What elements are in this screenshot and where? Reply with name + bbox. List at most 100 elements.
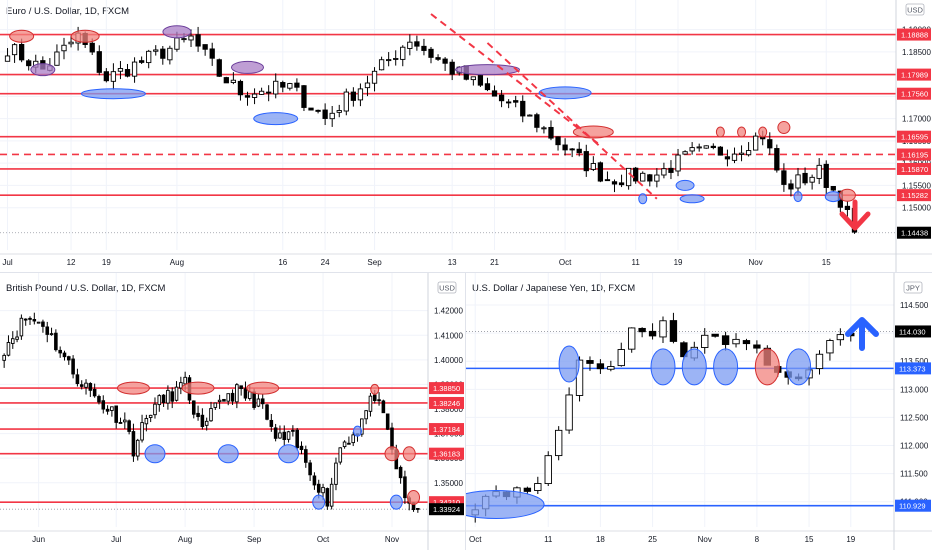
level-price-text: 1.36183 <box>433 450 460 459</box>
candle-body <box>534 483 542 491</box>
annotation-oval <box>162 25 192 39</box>
level-price-label <box>895 499 931 512</box>
x-tick-label: 19 <box>102 258 111 267</box>
candle-body <box>484 83 491 91</box>
candle-body <box>338 447 343 463</box>
x-tick-label: Aug <box>170 258 184 267</box>
candle-body <box>67 356 71 361</box>
candle-body <box>127 420 131 432</box>
candle-body <box>124 69 131 77</box>
candle-body <box>554 429 563 457</box>
eurusd-chart[interactable]: Euro / U.S. Dollar, 1D, FXCM USD 1.15000 1… <box>0 0 932 272</box>
x-tick-label: 25 <box>648 535 657 544</box>
level-price-label <box>897 87 931 100</box>
candle-body <box>239 385 243 389</box>
candle-body <box>294 82 300 88</box>
x-tick-label: Nov <box>385 535 399 544</box>
candle-body <box>146 50 152 64</box>
x-tick-label: 15 <box>805 535 814 544</box>
candle-body <box>416 507 420 510</box>
candle-body <box>647 174 653 182</box>
candle-body <box>167 47 173 61</box>
annotation-oval <box>572 125 614 139</box>
x-tick-label: 19 <box>674 258 683 267</box>
candle-body <box>738 152 745 155</box>
candle-body <box>286 431 291 440</box>
usdjpy-plot: JPY111.000111.500112.000112.500113.00011… <box>466 273 932 550</box>
candle-body <box>541 127 547 130</box>
candle-body <box>299 445 304 451</box>
level-price-text: 1.38246 <box>433 399 460 408</box>
candle-body <box>491 90 498 97</box>
gbpusd-chart[interactable]: British Pound / U.S. Dollar, 1D, FXCM US… <box>0 273 465 550</box>
level-price-text: 1.17989 <box>901 71 928 80</box>
level-price-label <box>897 148 931 161</box>
x-tick-label: 18 <box>596 535 605 544</box>
candle-body <box>256 398 261 407</box>
candle-body <box>802 172 808 184</box>
candle-body <box>386 59 392 62</box>
candle-body <box>815 353 824 370</box>
candle-body <box>836 334 845 341</box>
candle-body <box>280 82 286 88</box>
candle-body <box>301 85 307 108</box>
candle-body <box>350 91 357 101</box>
x-tick-label: 11 <box>544 535 553 544</box>
candle-body <box>668 167 674 173</box>
candle-body <box>527 114 533 117</box>
candle-body <box>181 38 187 41</box>
candle-body <box>407 41 413 49</box>
candle-body <box>105 408 110 412</box>
level-price-text: 1.15870 <box>901 165 928 174</box>
candle-body <box>84 382 88 388</box>
candle-body <box>381 400 386 414</box>
candle-body <box>633 167 639 182</box>
x-tick-label: Sep <box>367 258 382 267</box>
x-tick-label: 19 <box>846 535 855 544</box>
candle-body <box>278 432 282 439</box>
candle-body <box>809 176 815 183</box>
candle-body <box>731 153 738 161</box>
candle-body <box>265 404 269 420</box>
candle-body <box>351 434 355 444</box>
candle-body <box>334 462 338 485</box>
candle-body <box>534 114 540 128</box>
x-tick-label: 11 <box>632 258 641 267</box>
candle-body <box>223 77 229 84</box>
candle-body <box>826 340 834 354</box>
candle-body <box>11 44 18 56</box>
annotation-oval <box>793 191 803 203</box>
candle-body <box>597 162 604 182</box>
annotation-oval <box>638 193 648 205</box>
horizontal-divider <box>0 272 932 273</box>
annotation-oval <box>754 348 780 386</box>
candle-body <box>823 163 829 188</box>
candle-body <box>523 487 532 492</box>
candle-body <box>403 476 407 499</box>
candle-body <box>61 44 67 52</box>
annotation-oval <box>144 444 166 464</box>
candle-body <box>6 342 11 356</box>
candle-body <box>138 60 145 63</box>
candle-body <box>675 154 681 172</box>
candle-body <box>576 148 582 154</box>
candle-body <box>611 181 618 185</box>
x-tick-label: Nov <box>749 258 763 267</box>
candle-body <box>110 406 114 411</box>
candle-body <box>247 391 252 399</box>
x-tick-label: 21 <box>490 258 499 267</box>
candle-body <box>565 394 573 431</box>
candle-body <box>661 168 667 176</box>
level-price-text: 1.18888 <box>901 31 928 40</box>
candle-body <box>174 386 179 401</box>
eurusd-plot: USD1.150001.155001.160001.165001.170001.… <box>0 0 932 272</box>
candle-body <box>308 462 312 476</box>
y-tick-label: 111.500 <box>900 470 928 479</box>
candle-body <box>237 80 244 96</box>
candle-body <box>131 431 136 457</box>
usdjpy-chart[interactable]: U.S. Dollar / Japanese Yen, 1D, FXCM JPY… <box>466 273 932 550</box>
x-tick-label: 24 <box>321 258 330 267</box>
candle-body <box>222 398 226 402</box>
candle-body <box>230 79 237 83</box>
candle-body <box>398 466 403 479</box>
